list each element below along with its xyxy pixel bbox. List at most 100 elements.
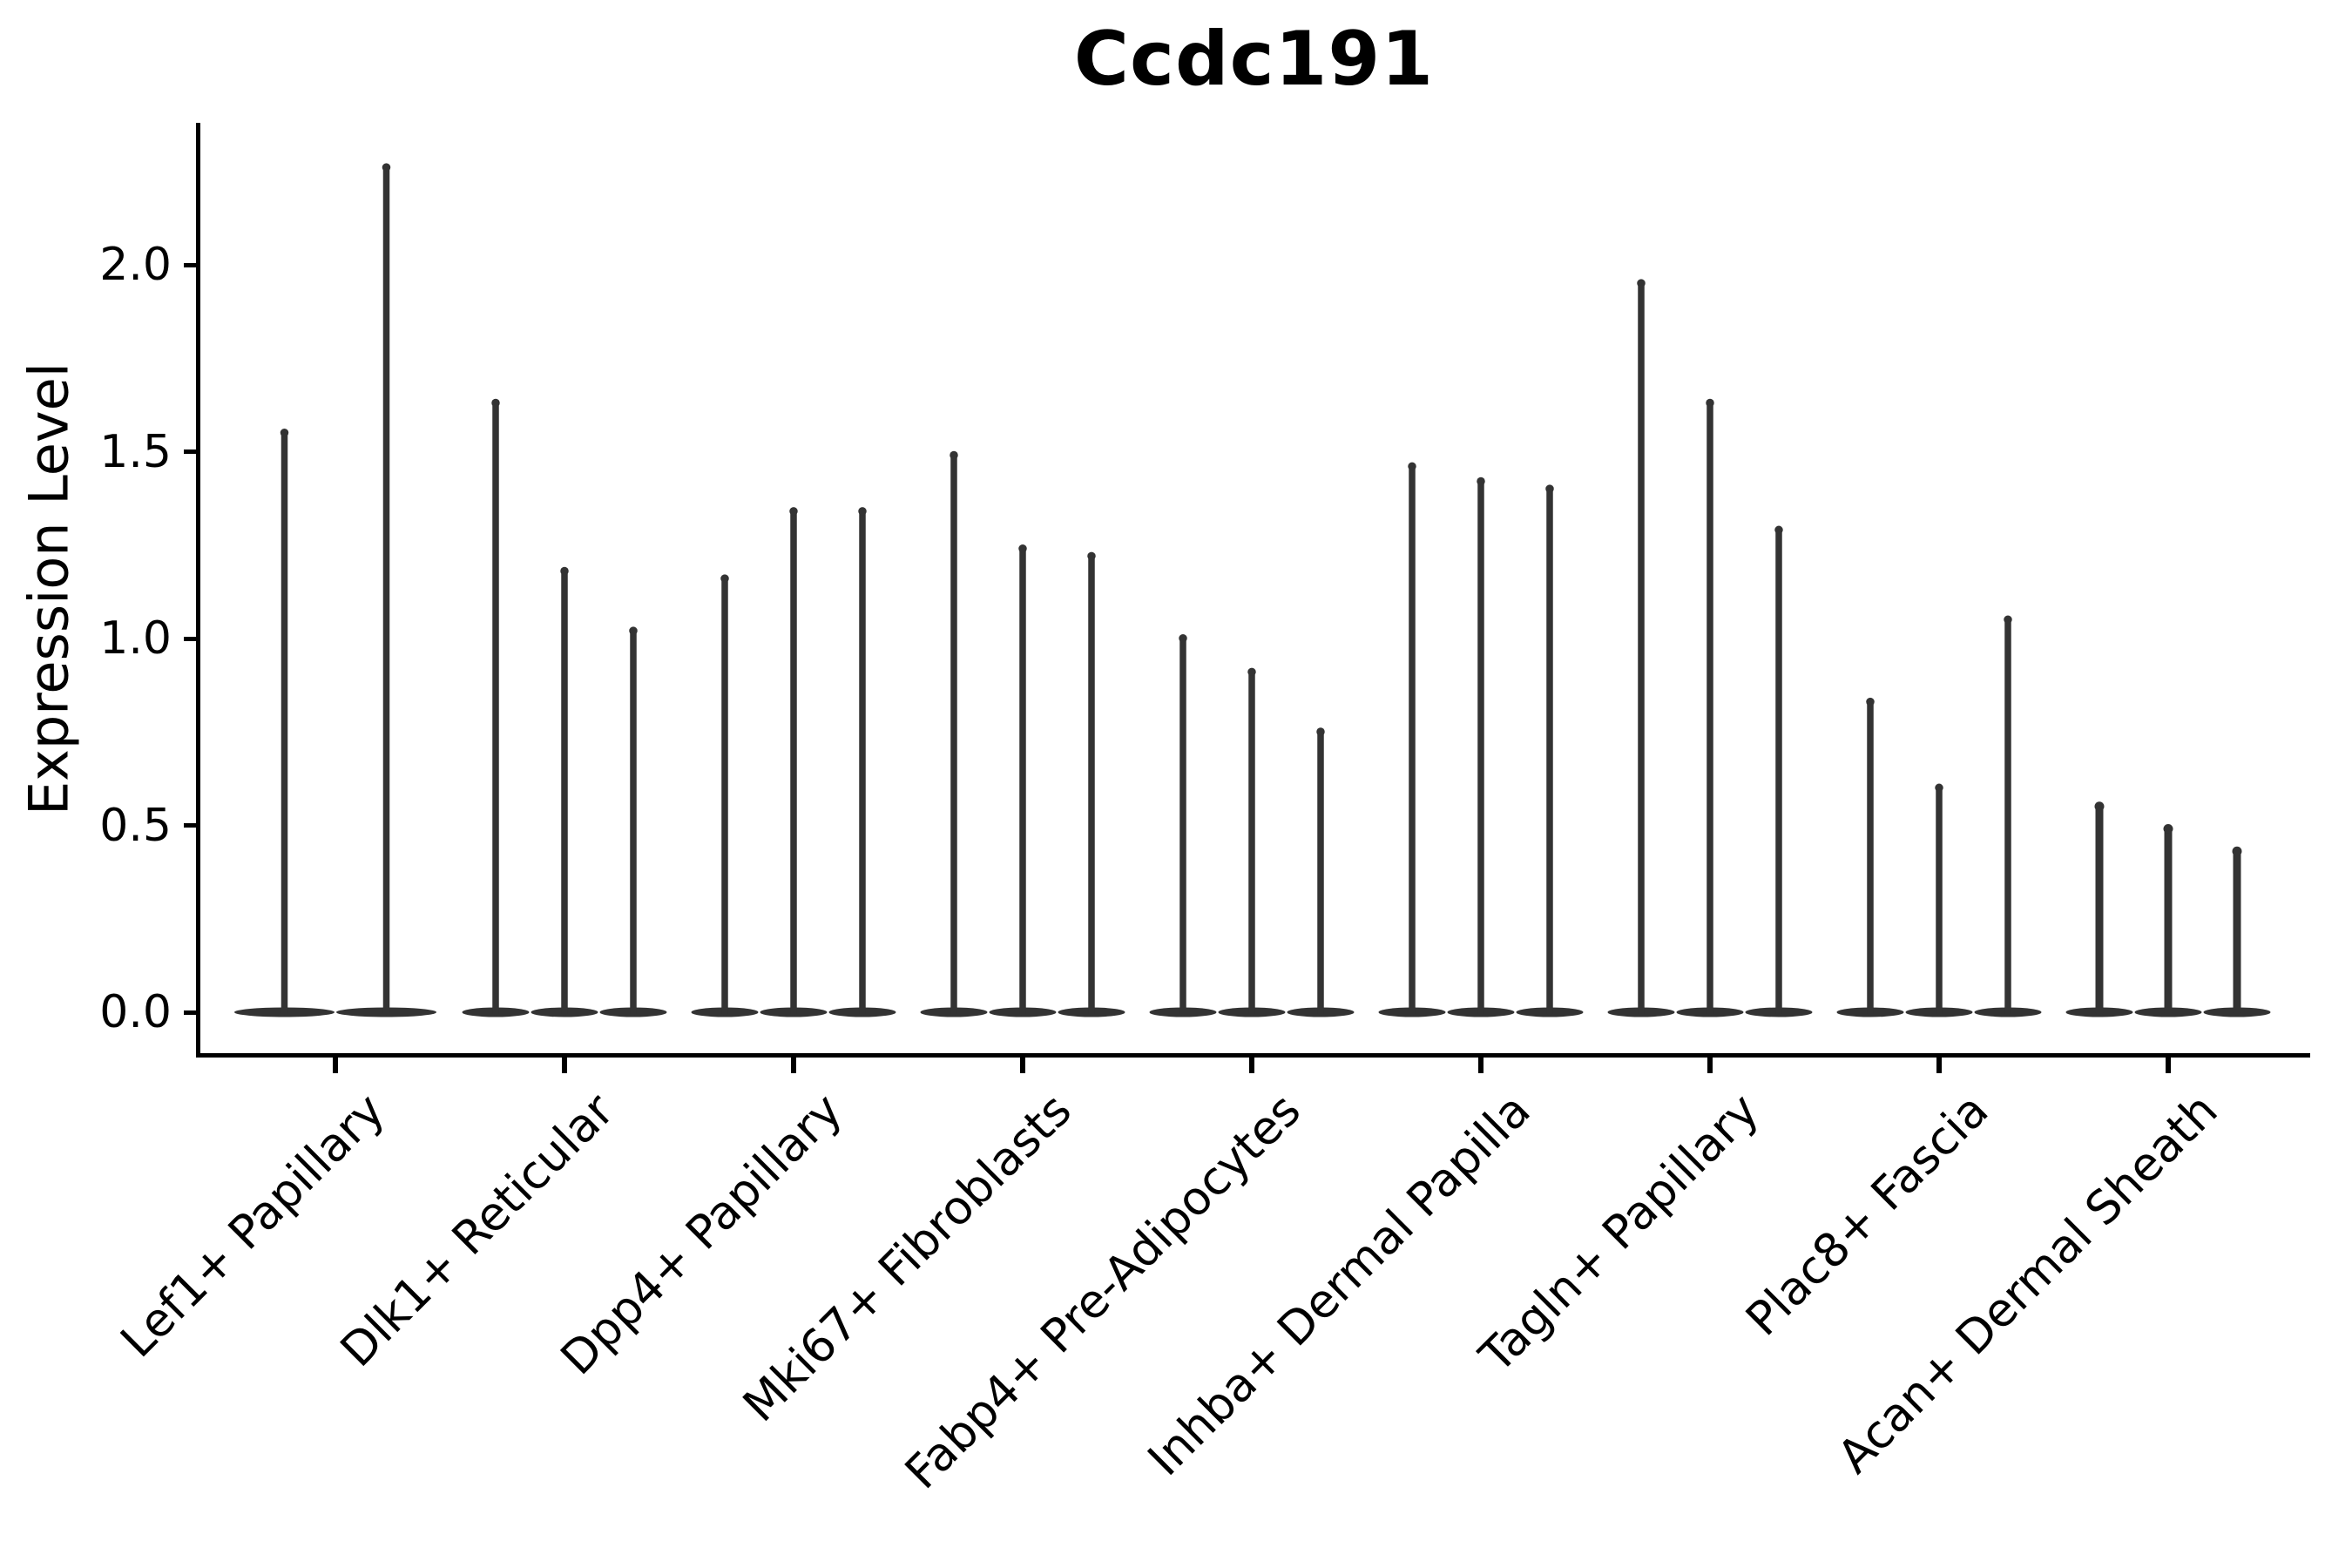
violin-spike-tip (1179, 633, 1187, 643)
violin-spike (1936, 784, 1943, 1016)
violin-spike (721, 575, 728, 1016)
y-tick-label: 2.0 (99, 239, 172, 291)
violin (1905, 783, 1973, 1017)
violin-spike (1248, 668, 1255, 1016)
violin-spike (2004, 616, 2011, 1016)
x-tick-mark (1249, 1055, 1254, 1073)
violin (2134, 824, 2202, 1017)
violin (691, 574, 759, 1017)
violin-spike (790, 507, 797, 1016)
violin-spike (1867, 698, 1874, 1016)
violin-spike (1638, 280, 1645, 1016)
chart-title: Ccdc191 (1073, 16, 1435, 103)
x-tick-mark (2166, 1055, 2171, 1073)
violin-spike (859, 507, 866, 1016)
violin-spike-tip (2004, 615, 2012, 625)
violin-spike-tip (950, 450, 958, 460)
violin-spike-tip (789, 507, 798, 516)
x-tick-mark (1936, 1055, 1942, 1073)
violin (1836, 697, 1904, 1017)
violin (1607, 279, 1675, 1017)
violin-spike (630, 627, 637, 1016)
violin-spike-tip (2163, 824, 2173, 834)
violin (920, 450, 988, 1017)
violin (1745, 525, 1813, 1017)
y-tick-mark (184, 823, 198, 828)
violin (1287, 727, 1355, 1017)
x-tick-mark (562, 1055, 567, 1073)
violin (1218, 667, 1286, 1017)
violin-spike (1707, 399, 1713, 1016)
violin-spike-tip (491, 398, 500, 408)
violin-spike (1546, 485, 1553, 1016)
y-tick-mark (184, 449, 198, 454)
violin (760, 507, 828, 1017)
violin-spike (1775, 526, 1782, 1016)
violin-spike-tip (1408, 462, 1416, 471)
x-tick-mark (1707, 1055, 1713, 1073)
violin (1974, 615, 2042, 1017)
x-tick-mark (1020, 1055, 1025, 1073)
violin (531, 566, 598, 1017)
violin-spike-tip (858, 507, 867, 516)
violin-spike-tip (1866, 697, 1875, 706)
violin (1058, 551, 1125, 1017)
violin (1149, 633, 1217, 1017)
violin-spike-tip (1477, 476, 1485, 486)
y-tick-mark (184, 1010, 198, 1015)
violin (2203, 846, 2271, 1017)
violin-spike (1019, 544, 1026, 1016)
violin-spike (1477, 477, 1484, 1016)
violin (599, 626, 667, 1017)
violin (2065, 801, 2133, 1017)
violin-spike-tip (1637, 279, 1646, 287)
violin-spike (1088, 552, 1095, 1016)
violin (989, 544, 1057, 1017)
x-tick-mark (333, 1055, 338, 1073)
x-tick-mark (1478, 1055, 1484, 1073)
violin-spike-tip (1316, 727, 1325, 736)
violin (1378, 462, 1446, 1017)
y-tick-label: 0.5 (99, 799, 172, 852)
violin-spike (1179, 634, 1186, 1016)
violin (462, 398, 530, 1017)
violin-spike (2095, 802, 2104, 1016)
violin-spike (382, 164, 390, 1017)
violin-spike-tip (1247, 667, 1256, 677)
y-tick-mark (184, 262, 198, 267)
violin (1447, 476, 1515, 1017)
violin-spike-tip (382, 163, 391, 172)
violin-spike (280, 429, 288, 1016)
violin-spike-tip (1018, 544, 1027, 553)
violin (1676, 398, 1744, 1017)
violin-spike (950, 451, 957, 1016)
x-tick-mark (791, 1055, 796, 1073)
violin-spike-tip (1545, 484, 1554, 493)
violin-spike (1409, 463, 1416, 1016)
violin-spike-tip (1774, 525, 1783, 535)
violin-spike-tip (2232, 846, 2242, 856)
violin-spike (2164, 825, 2173, 1016)
violin-spike-tip (720, 574, 729, 583)
violin (234, 429, 335, 1017)
violin-spike-tip (1935, 783, 1943, 793)
violin-spike (1317, 727, 1324, 1016)
violin (336, 163, 436, 1017)
violin-spike-tip (629, 626, 638, 635)
violin (1516, 484, 1584, 1017)
violin-spike (561, 567, 568, 1016)
y-tick-label: 1.5 (99, 425, 172, 478)
violin-spike-tip (560, 566, 569, 576)
y-tick-label: 1.0 (99, 612, 172, 665)
violin-spike (2233, 848, 2241, 1016)
violin-spike-tip (280, 429, 289, 437)
y-axis-spine (196, 123, 200, 1058)
violin-spike-tip (1706, 398, 1714, 408)
violin-spike-tip (2094, 801, 2105, 812)
y-tick-mark (184, 636, 198, 641)
y-tick-label: 0.0 (99, 986, 172, 1038)
violin (828, 507, 896, 1017)
violin-spike-tip (1087, 551, 1096, 561)
